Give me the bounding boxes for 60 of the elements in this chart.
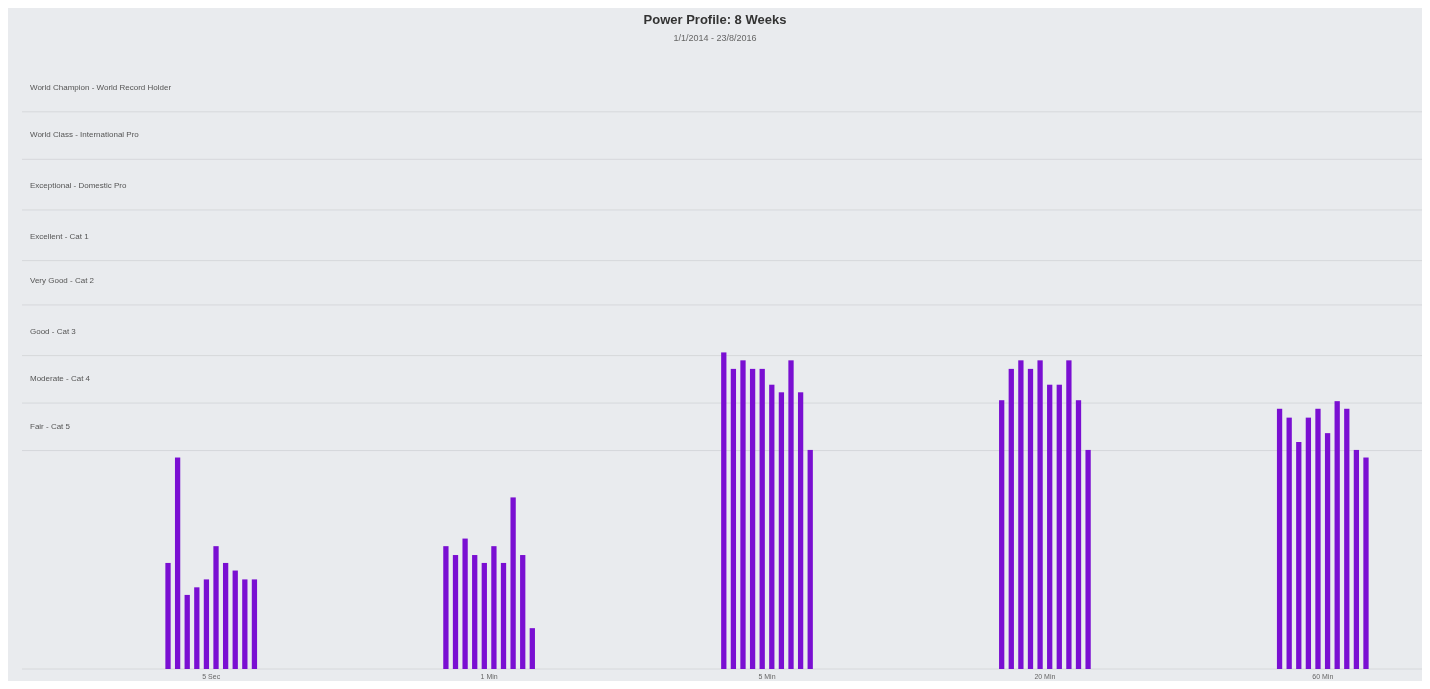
- bar: [174, 457, 181, 669]
- bar: [1075, 400, 1082, 669]
- bar: [1037, 360, 1043, 669]
- bar: [1008, 368, 1014, 669]
- bar: [203, 579, 210, 669]
- bar: [491, 546, 497, 669]
- bar: [242, 579, 248, 669]
- bar: [222, 562, 229, 669]
- bar: [165, 562, 171, 669]
- bar: [472, 555, 478, 669]
- bar: [462, 538, 468, 669]
- bar: [194, 587, 200, 669]
- bar: [443, 546, 449, 669]
- bar: [1276, 408, 1283, 669]
- bar: [500, 562, 507, 669]
- chart-subtitle: 1/1/2014 - 23/8/2016: [673, 33, 757, 43]
- chart-title: Power Profile: 8 Weeks: [643, 12, 787, 27]
- ref-line-label: Good - Cat 3: [30, 326, 77, 336]
- bar: [184, 594, 190, 669]
- ref-line-label: Moderate - Cat 4: [30, 374, 91, 384]
- ref-line-label: Very Good - Cat 2: [30, 275, 95, 285]
- bar: [510, 497, 516, 669]
- ref-line-label: Excellent - Cat 1: [30, 231, 90, 241]
- bar: [1047, 384, 1053, 669]
- bar: [529, 628, 535, 669]
- bar: [213, 546, 219, 669]
- bar: [1315, 408, 1321, 669]
- bar: [1056, 384, 1062, 669]
- bar: [1363, 457, 1369, 669]
- bar: [452, 555, 459, 669]
- ref-line-label: Exceptional - Domestic Pro: [30, 180, 128, 190]
- bar: [730, 368, 737, 669]
- bar: [759, 368, 765, 669]
- bar: [251, 579, 258, 669]
- bar: [788, 360, 794, 669]
- bar: [1296, 442, 1302, 669]
- bar: [749, 368, 756, 669]
- bar: [797, 392, 804, 669]
- bar: [1344, 408, 1350, 669]
- bar: [1324, 433, 1331, 669]
- bar: [1085, 449, 1091, 669]
- bar: [1305, 417, 1312, 669]
- bar: [778, 392, 785, 669]
- bar: [1018, 360, 1024, 669]
- bar: [740, 360, 746, 669]
- bar: [232, 570, 238, 669]
- ref-line-label: World Champion - World Record Holder: [30, 82, 172, 92]
- ref-line-label: Fair - Cat 5: [30, 421, 71, 431]
- ref-line-label: World Class - International Pro: [30, 130, 140, 140]
- bar: [1286, 417, 1292, 669]
- bar: [999, 400, 1005, 669]
- bar: [769, 384, 775, 669]
- bar: [481, 562, 487, 669]
- bar: [1066, 360, 1072, 669]
- bar: [1027, 368, 1034, 669]
- bar: [1353, 449, 1360, 669]
- bar: [807, 449, 813, 669]
- bar: [520, 555, 526, 669]
- bar: [721, 352, 727, 669]
- bar: [1334, 401, 1340, 669]
